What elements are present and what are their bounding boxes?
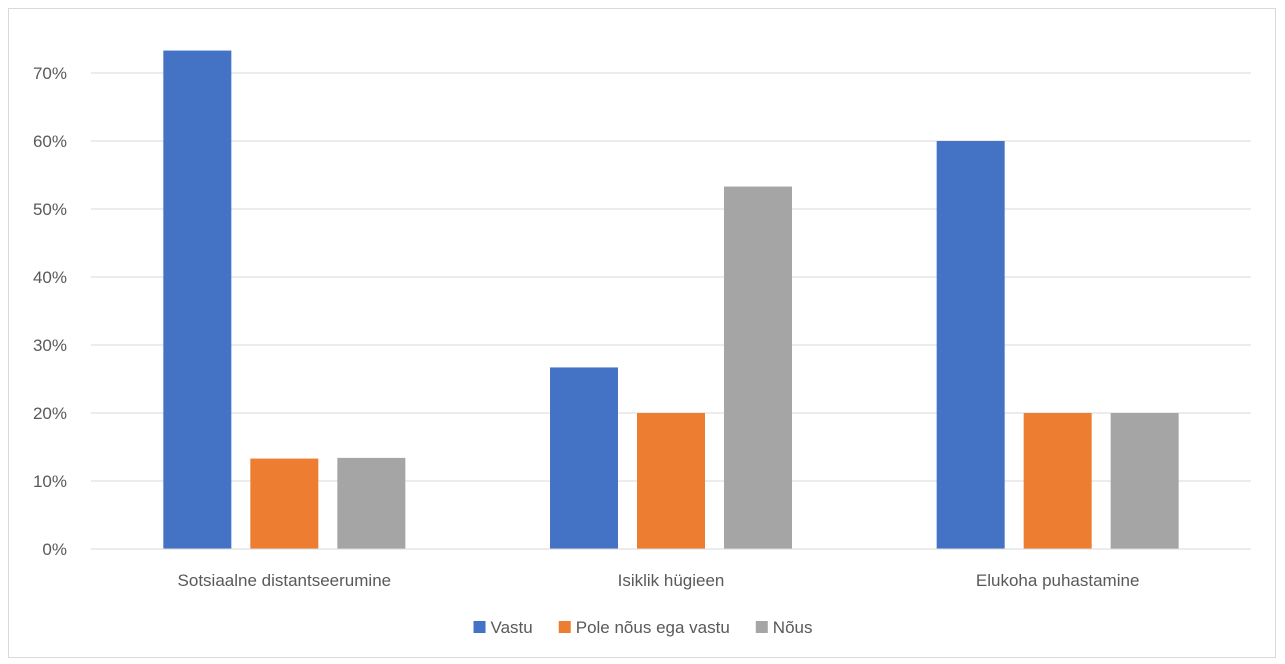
gridlines <box>91 72 1251 482</box>
y-tick-label: 10% <box>33 472 67 491</box>
legend-swatch <box>755 621 768 633</box>
x-axis-category-labels: Sotsiaalne distantseerumine Isiklik hügie… <box>178 571 1140 590</box>
legend-label: Vastu <box>491 618 533 637</box>
bar-vastu-0 <box>163 50 232 550</box>
y-tick-label: 50% <box>33 200 67 219</box>
x-category-label: Isiklik hügieen <box>618 571 725 590</box>
y-tick-label: 30% <box>33 336 67 355</box>
legend: Vastu Pole nõus ega vastu Nõus <box>473 618 813 637</box>
legend-item: Vastu <box>473 618 533 637</box>
bar-chart: 0% 10% 20% 30% 40% 50% 60% 70% Sotsiaalne dista… <box>33 50 1251 637</box>
x-category-label: Sotsiaalne distantseerumine <box>178 571 392 590</box>
y-tick-label: 40% <box>33 268 67 287</box>
legend-swatch <box>558 621 571 633</box>
bar-nõus-1 <box>724 186 792 549</box>
bar-nõus-0 <box>337 457 406 549</box>
legend-label: Pole nõus ega vastu <box>576 618 730 637</box>
legend-swatch <box>473 621 486 633</box>
bar-pole-nõus-ega-vastu-0 <box>250 458 319 549</box>
chart-frame: 0% 10% 20% 30% 40% 50% 60% 70% Sotsiaalne dista… <box>8 8 1276 658</box>
bar-vastu-2 <box>936 141 1005 549</box>
y-axis-tick-labels: 0% 10% 20% 30% 40% 50% 60% 70% <box>33 64 67 559</box>
legend-item: Pole nõus ega vastu <box>558 618 730 637</box>
legend-label: Nõus <box>773 618 813 637</box>
x-category-label: Elukoha puhastamine <box>976 571 1140 590</box>
y-tick-label: 20% <box>33 404 67 423</box>
y-tick-label: 60% <box>33 132 67 151</box>
bar-nõus-2 <box>1110 413 1179 549</box>
legend-item: Nõus <box>755 618 813 637</box>
y-tick-label: 0% <box>42 540 67 559</box>
bar-pole-nõus-ega-vastu-1 <box>637 413 705 549</box>
bar-vastu-1 <box>550 367 618 549</box>
bars <box>163 50 1179 550</box>
bar-pole-nõus-ega-vastu-2 <box>1023 413 1092 549</box>
y-tick-label: 70% <box>33 64 67 83</box>
